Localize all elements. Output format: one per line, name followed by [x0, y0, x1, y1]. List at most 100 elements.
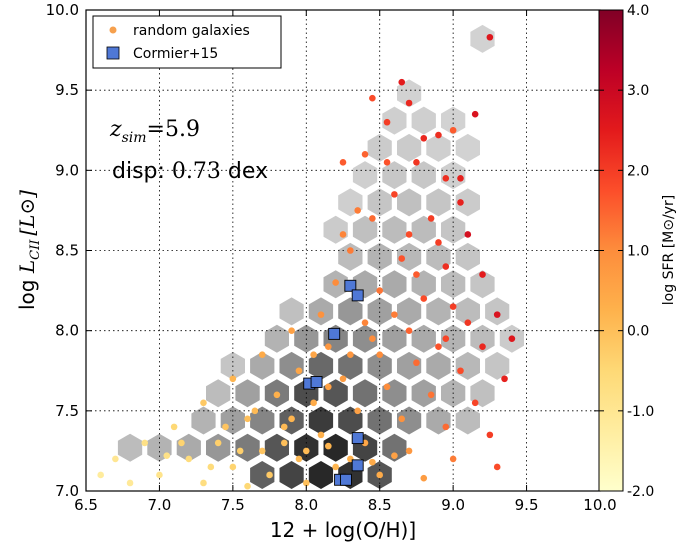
hexbin-cell — [455, 133, 480, 162]
hexbin-cell — [382, 433, 407, 462]
colorbar-tick-label: 2.0 — [627, 163, 649, 179]
hexbin-cell — [308, 406, 334, 435]
galaxy-point — [376, 287, 384, 294]
galaxy-point — [332, 463, 339, 471]
galaxy-point — [435, 131, 442, 139]
hexbin-cell — [397, 242, 422, 271]
x-axis-label: 12 + log(O/H)] — [270, 518, 416, 542]
galaxy-point — [442, 263, 450, 270]
redshift-annotation: zsim=5.9 — [109, 117, 200, 146]
galaxy-point — [288, 415, 295, 423]
hexbin-cell — [411, 106, 436, 135]
random-galaxies-series — [97, 33, 516, 490]
galaxy-point — [170, 423, 178, 431]
galaxy-point — [236, 447, 244, 455]
galaxy-point — [280, 439, 288, 447]
hexbin-density-layer — [117, 24, 524, 489]
hexbin-cell — [397, 351, 422, 380]
galaxy-point — [464, 231, 472, 238]
dispersion-annotation: disp: 0.73 dex — [112, 159, 268, 184]
cormier-point — [310, 376, 323, 388]
hexbin-cell — [455, 406, 480, 435]
galaxy-point — [383, 118, 391, 126]
dispersion-prefix: disp: — [112, 159, 172, 184]
colorbar-label: log SFR [M⊙/yr] — [661, 195, 677, 305]
galaxy-point — [391, 452, 398, 460]
colorbar: 4.0 3.0 2.0 1.0 0.0 -1.0 -2.0 log SFR [M⊙/yr] — [598, 3, 677, 500]
galaxy-point — [501, 375, 508, 383]
x-tick-label: 8.5 — [368, 496, 392, 514]
galaxy-point — [508, 335, 516, 342]
galaxy-point — [244, 482, 251, 490]
x-tick-label: 7.0 — [147, 496, 171, 514]
galaxy-point — [229, 375, 237, 383]
galaxy-point — [471, 399, 479, 407]
galaxy-point — [471, 110, 479, 118]
galaxy-point — [413, 359, 420, 367]
y-tick-label: 7.0 — [55, 482, 79, 500]
galaxy-point — [141, 439, 149, 447]
galaxy-point — [442, 335, 450, 342]
hexbin-cell — [426, 297, 451, 326]
galaxy-point — [200, 479, 207, 487]
galaxy-point — [163, 452, 171, 460]
cormier-point — [344, 279, 357, 292]
galaxy-point — [398, 255, 406, 262]
galaxy-point — [244, 415, 251, 423]
y-axis-label: log LCII [L⊙] — [15, 190, 43, 310]
galaxy-point — [258, 351, 266, 359]
hexbin-cell — [206, 433, 231, 462]
galaxy-point — [185, 455, 193, 463]
y-axis-label-unit: [L⊙] — [15, 190, 39, 236]
galaxy-point — [317, 431, 325, 439]
hexbin-cell — [352, 215, 378, 244]
cormier-point — [328, 327, 341, 340]
galaxy-point — [449, 303, 457, 310]
galaxy-point — [413, 271, 420, 278]
hexbin-cell — [264, 324, 289, 353]
galaxy-point — [325, 383, 332, 391]
dispersion-value: 0.73 — [172, 159, 221, 184]
galaxy-point — [302, 447, 310, 455]
galaxy-point — [280, 423, 288, 431]
colorbar-tick-label: -2.0 — [627, 484, 654, 500]
galaxy-point — [427, 391, 435, 399]
y-tick-label: 9.0 — [55, 161, 79, 179]
galaxy-point — [229, 463, 237, 471]
galaxy-point — [361, 319, 369, 326]
galaxy-point — [391, 191, 398, 198]
galaxy-point — [420, 295, 428, 302]
redshift-value: =5.9 — [147, 117, 200, 142]
colorbar-tick-label: -1.0 — [627, 404, 654, 420]
galaxy-point — [376, 471, 384, 479]
galaxy-point — [398, 78, 406, 86]
x-tick-label: 6.5 — [74, 496, 98, 514]
hexbin-cell — [382, 106, 407, 135]
galaxy-point — [97, 471, 104, 479]
hexbin-cell — [426, 133, 451, 162]
hexbin-cell — [206, 379, 231, 408]
legend-label-random-galaxies: random galaxies — [133, 23, 250, 39]
hexbin-cell — [426, 351, 451, 380]
hexbin-cell — [411, 324, 436, 353]
hexbin-cell — [382, 161, 407, 190]
hexbin-cell — [117, 433, 143, 462]
galaxy-point — [156, 471, 163, 479]
legend-box — [92, 15, 282, 69]
galaxy-point — [302, 479, 310, 487]
galaxy-point — [464, 319, 472, 326]
hexbin-cell — [411, 161, 436, 190]
galaxy-point — [405, 231, 413, 238]
hexbin-cell — [250, 461, 275, 489]
galaxy-point — [391, 311, 398, 318]
y-tick-label: 9.5 — [55, 81, 79, 99]
galaxy-point — [258, 447, 266, 455]
hexbin-cell — [308, 461, 334, 489]
dispersion-suffix: dex — [221, 159, 268, 184]
galaxy-point — [317, 311, 325, 318]
hexbin-cell — [441, 270, 466, 299]
galaxy-point — [442, 175, 450, 182]
redshift-symbol: z — [109, 117, 122, 142]
colorbar-tick-label: 1.0 — [627, 244, 649, 260]
galaxy-point — [479, 343, 486, 351]
